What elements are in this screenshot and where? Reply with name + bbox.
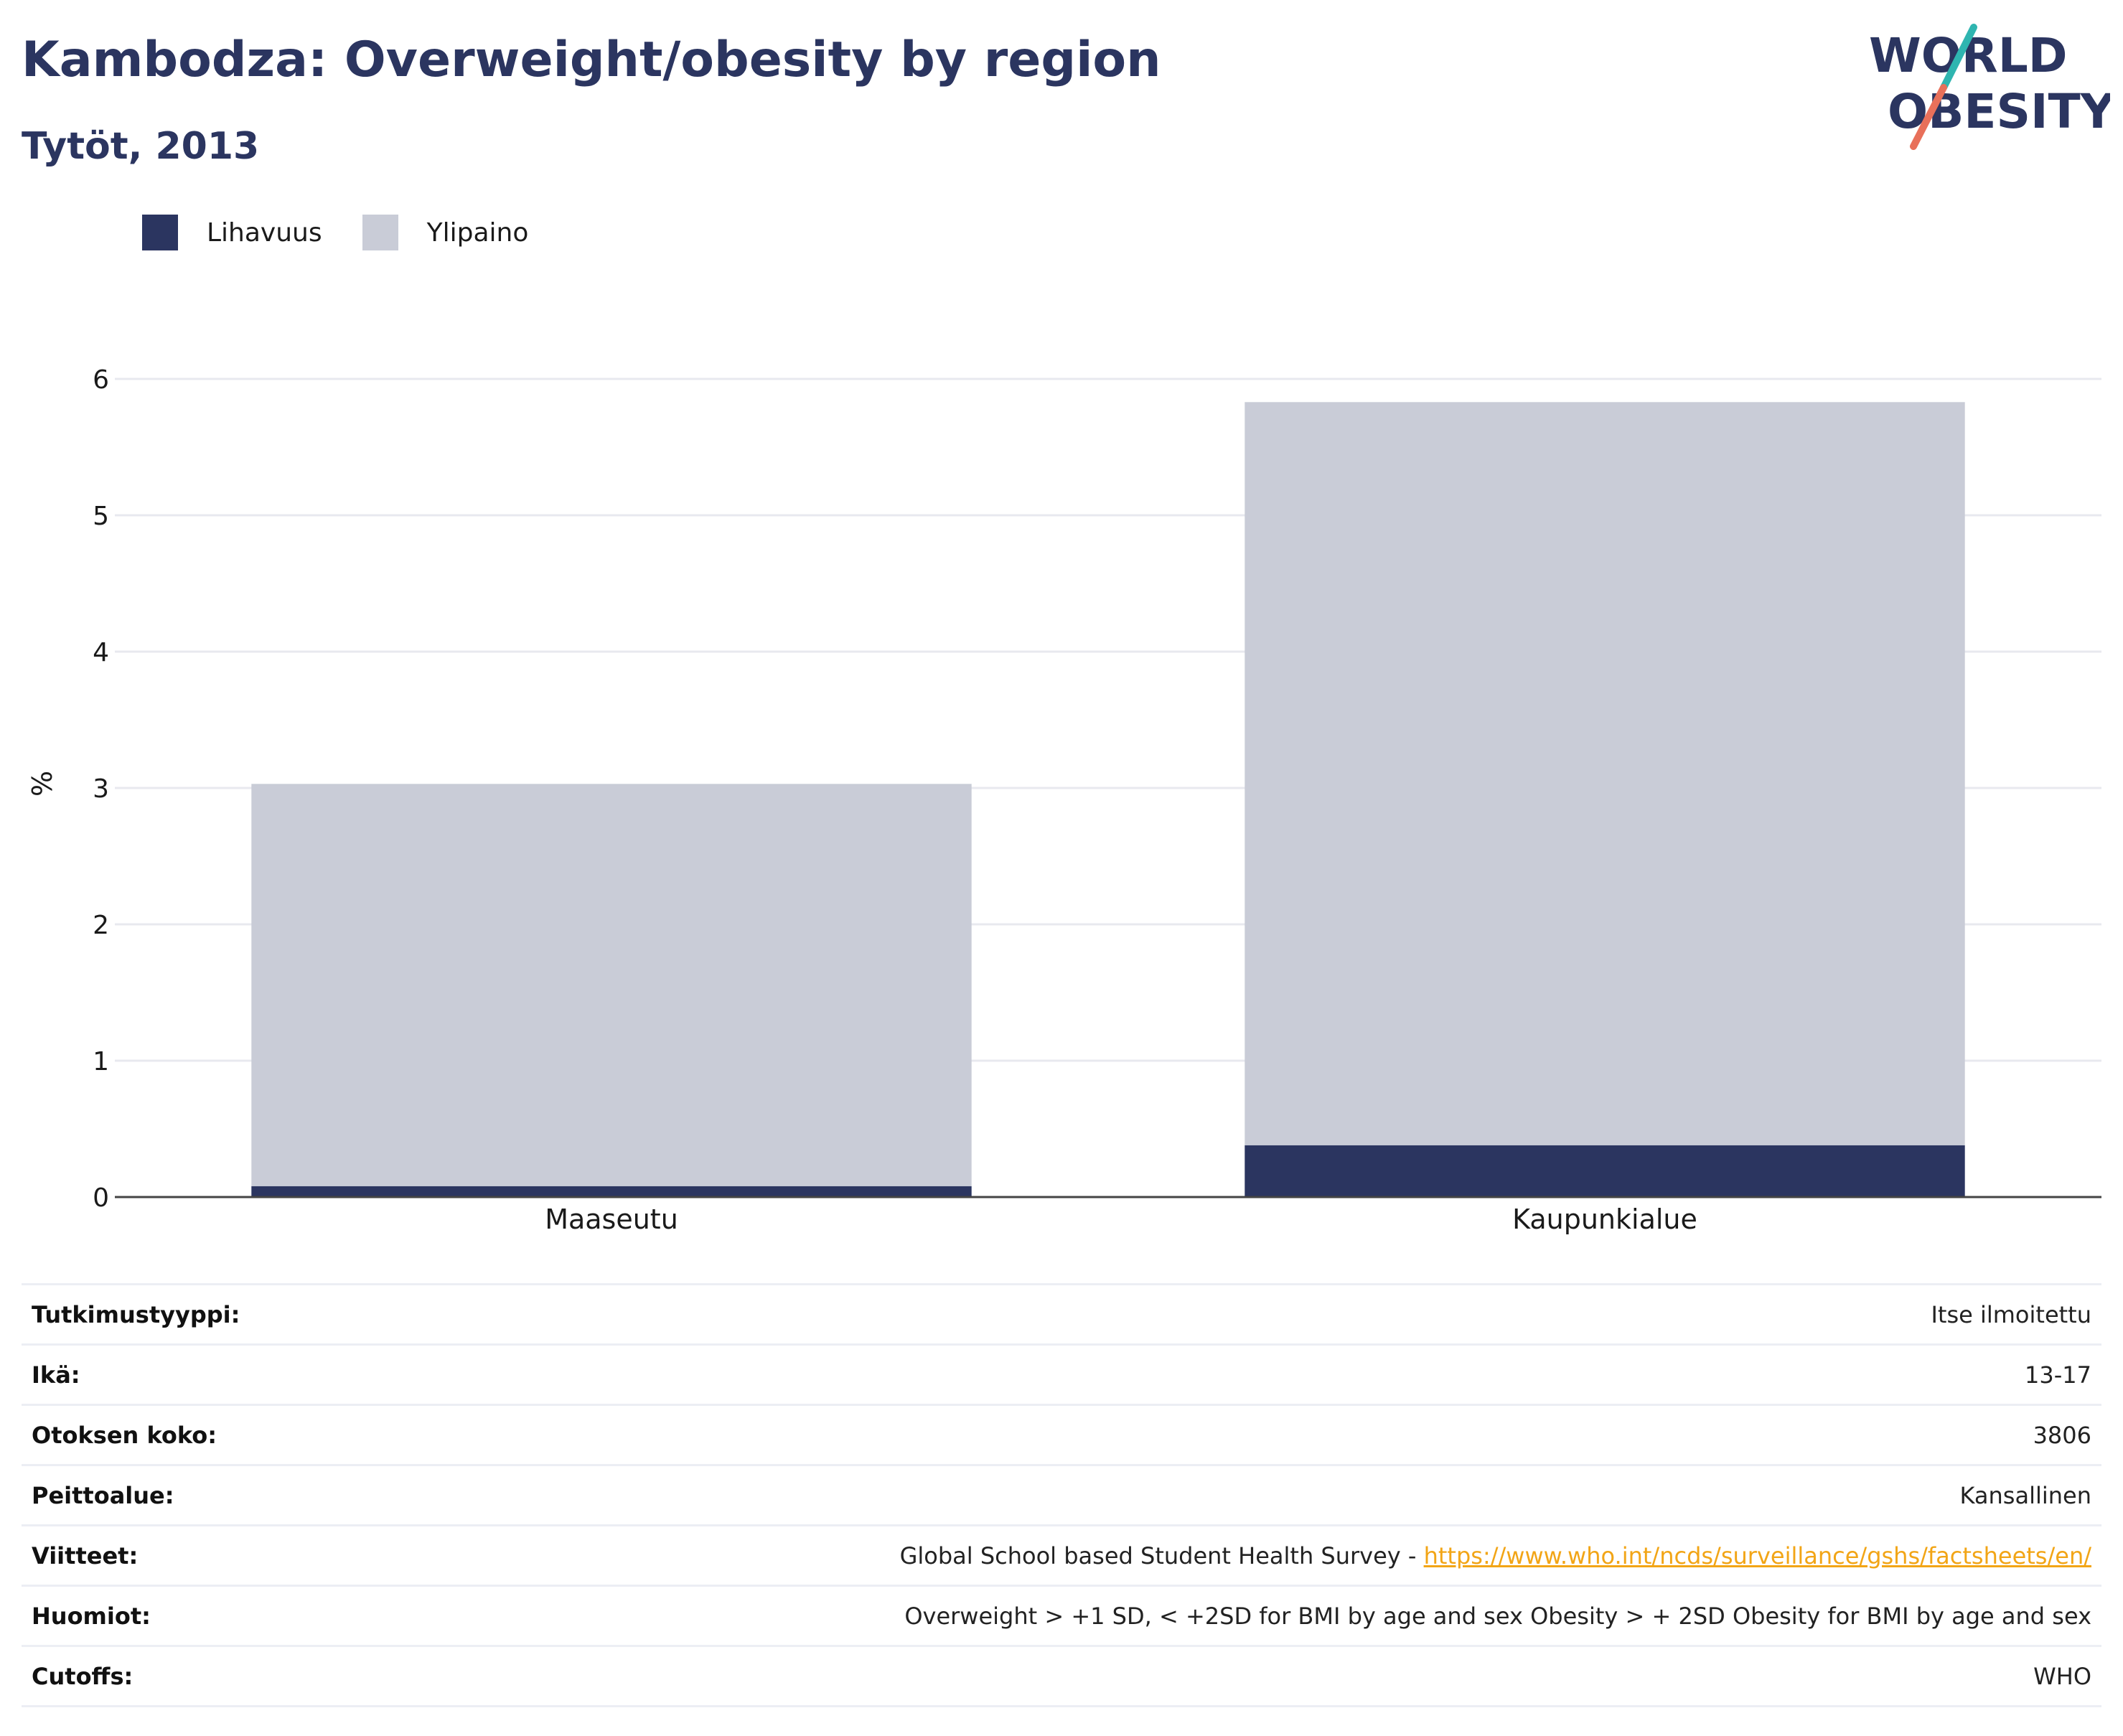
info-key: Huomiot: bbox=[22, 1585, 352, 1646]
chart-subtitle: Tytöt, 2013 bbox=[22, 125, 260, 168]
info-value-text: WHO bbox=[2033, 1662, 2091, 1690]
info-row: Peittoalue: Kansallinen bbox=[22, 1464, 2101, 1526]
info-row: Otoksen koko: 3806 bbox=[22, 1404, 2101, 1465]
info-value: 13-17 bbox=[351, 1343, 2101, 1405]
info-value-text: 3806 bbox=[2033, 1421, 2091, 1449]
info-value: Itse ilmoitettu bbox=[351, 1283, 2101, 1345]
info-key: Viitteet: bbox=[22, 1524, 352, 1586]
legend-item-ylipaino[interactable]: Ylipaino bbox=[362, 215, 529, 250]
bar-chart: 0 1 2 3 4 5 6 Maaseutu Kaupunkialue % bbox=[27, 365, 2101, 1235]
y-tick-label: 3 bbox=[93, 774, 109, 804]
x-tick-label: Kaupunkialue bbox=[1512, 1204, 1697, 1235]
info-value: 3806 bbox=[351, 1404, 2101, 1465]
info-key: Cutoffs: bbox=[22, 1645, 352, 1707]
bars bbox=[251, 402, 1965, 1197]
legend-item-lihavuus[interactable]: Lihavuus bbox=[142, 215, 322, 250]
info-value-text: Global School based Student Health Surve… bbox=[899, 1542, 1424, 1570]
bar-lihavuus-kaupunkialue[interactable] bbox=[1245, 1145, 1965, 1197]
study-info-table: Tutkimustyyppi: Itse ilmoitettu Ikä: 13-17 O… bbox=[22, 1283, 2101, 1707]
reference-link[interactable]: https://www.who.int/ncds/surveillance/gs… bbox=[1423, 1542, 2091, 1570]
info-key: Otoksen koko: bbox=[22, 1404, 352, 1465]
logo-slash-teal bbox=[1940, 24, 1977, 91]
y-tick-label: 1 bbox=[93, 1047, 109, 1076]
legend-swatch-ylipaino bbox=[362, 215, 398, 250]
info-value-text: Kansallinen bbox=[1959, 1481, 2091, 1509]
info-value-text: 13-17 bbox=[2025, 1361, 2091, 1389]
y-tick-label: 2 bbox=[93, 911, 109, 940]
info-row: Ikä: 13-17 bbox=[22, 1343, 2101, 1405]
info-value-text: Itse ilmoitettu bbox=[1931, 1300, 2091, 1328]
bar-lihavuus-maaseutu[interactable] bbox=[251, 1186, 972, 1197]
axes: 0 1 2 3 4 5 6 Maaseutu Kaupunkialue bbox=[93, 365, 2101, 1235]
info-key: Ikä: bbox=[22, 1343, 352, 1405]
logo-slash-coral bbox=[1910, 84, 1947, 150]
legend-label-lihavuus: Lihavuus bbox=[207, 217, 322, 248]
y-tick-label: 5 bbox=[93, 502, 109, 531]
chart-title: Kambodza: Overweight/obesity by region bbox=[22, 32, 1161, 88]
info-value-text: Overweight > +1 SD, < +2SD for BMI by ag… bbox=[904, 1602, 2091, 1630]
info-value: Global School based Student Health Surve… bbox=[351, 1524, 2101, 1586]
chart-legend: Lihavuus Ylipaino bbox=[142, 211, 568, 254]
world-obesity-logo: WORLD OBESITY bbox=[1869, 24, 2110, 150]
legend-swatch-lihavuus bbox=[142, 215, 178, 250]
legend-label-ylipaino: Ylipaino bbox=[426, 217, 529, 248]
info-row: Viitteet: Global School based Student Hea… bbox=[22, 1524, 2101, 1586]
y-tick-label: 0 bbox=[93, 1183, 109, 1213]
info-value: WHO bbox=[351, 1645, 2101, 1707]
info-value: Kansallinen bbox=[351, 1464, 2101, 1526]
info-row: Tutkimustyyppi: Itse ilmoitettu bbox=[22, 1283, 2101, 1345]
x-tick-label: Maaseutu bbox=[545, 1204, 678, 1235]
bar-ylipaino-maaseutu[interactable] bbox=[251, 784, 972, 1186]
info-row: Cutoffs: WHO bbox=[22, 1645, 2101, 1707]
info-row: Huomiot: Overweight > +1 SD, < +2SD for B… bbox=[22, 1585, 2101, 1646]
y-tick-label: 4 bbox=[93, 638, 109, 667]
info-value: Overweight > +1 SD, < +2SD for BMI by ag… bbox=[351, 1585, 2101, 1646]
info-key: Peittoalue: bbox=[22, 1464, 352, 1526]
y-tick-label: 6 bbox=[93, 365, 109, 395]
y-axis-label: % bbox=[27, 771, 58, 797]
info-key: Tutkimustyyppi: bbox=[22, 1283, 352, 1345]
bar-ylipaino-kaupunkialue[interactable] bbox=[1245, 402, 1965, 1145]
